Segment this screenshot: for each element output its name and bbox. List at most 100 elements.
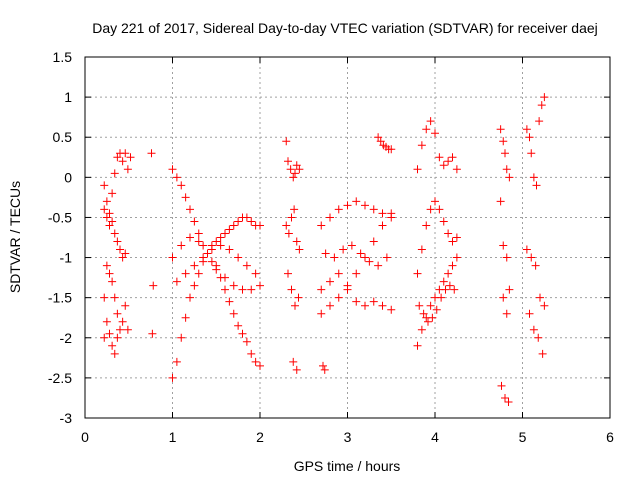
data-point [376, 137, 385, 146]
data-point [522, 125, 531, 134]
data-point [382, 253, 391, 262]
data-point [286, 165, 295, 174]
data-point [216, 241, 225, 250]
data-point [212, 237, 221, 246]
data-point [374, 261, 383, 270]
data-point [118, 157, 127, 166]
data-point [334, 293, 343, 302]
data-point [431, 129, 439, 138]
data-point [529, 173, 538, 182]
data-point [207, 257, 216, 266]
data-point [343, 201, 352, 210]
data-point [229, 281, 238, 290]
data-point [100, 293, 109, 302]
series-cluster-5.1-5.3h [522, 93, 549, 358]
data-point [321, 249, 330, 258]
data-point [437, 293, 446, 302]
data-point [534, 333, 543, 342]
data-point [431, 197, 439, 206]
data-point [234, 321, 243, 330]
data-point [229, 221, 238, 230]
data-point [413, 165, 422, 174]
data-point [121, 149, 130, 158]
data-point [326, 301, 334, 310]
data-point [387, 305, 396, 314]
data-point [502, 309, 511, 318]
y-tick-label: 0.5 [53, 129, 73, 145]
chart-title: Day 221 of 2017, Sidereal Day-to-day VTE… [92, 20, 598, 36]
data-point [105, 221, 114, 230]
data-point [426, 301, 435, 310]
data-point [221, 285, 229, 294]
data-point [428, 313, 437, 322]
data-point [108, 217, 117, 226]
data-point [432, 305, 441, 314]
data-point [540, 93, 549, 102]
data-point [292, 237, 301, 246]
data-point [284, 157, 292, 166]
data-point [172, 173, 181, 182]
data-point [499, 241, 508, 250]
data-point [113, 309, 122, 318]
x-tick-label: 1 [169, 429, 177, 445]
data-point [221, 273, 229, 282]
series-cluster-0.3h-bottom [100, 317, 122, 358]
data-point [181, 193, 190, 202]
series-isolated-2.7h [319, 361, 329, 374]
data-point [118, 317, 127, 326]
series-cluster-2.4h [282, 137, 304, 374]
y-tick-label: -1.5 [48, 290, 72, 306]
x-axis: 0 1 2 3 4 5 6 [81, 57, 614, 445]
data-point [102, 261, 111, 270]
data-point [320, 365, 329, 374]
data-point [105, 269, 114, 278]
data-point [292, 365, 301, 374]
data-point [352, 297, 361, 306]
data-point [186, 205, 194, 214]
data-point [190, 261, 199, 270]
data-point [352, 197, 361, 206]
data-point [361, 301, 369, 310]
y-tick-label: 0 [64, 169, 72, 185]
data-point [225, 225, 234, 234]
data-point [256, 221, 264, 230]
data-point [499, 293, 508, 302]
data-point [334, 205, 343, 214]
series-cluster-3.4h-top [374, 133, 396, 154]
data-point [317, 309, 326, 318]
data-point [190, 281, 199, 290]
data-point [234, 217, 243, 226]
data-point [352, 269, 361, 278]
data-point [501, 149, 509, 158]
data-point [242, 213, 251, 222]
data-point [290, 205, 299, 214]
data-point [149, 281, 158, 290]
data-point [116, 325, 124, 334]
data-point [326, 277, 334, 286]
series-cluster-4.8h [496, 125, 514, 406]
data-point [238, 285, 247, 294]
data-point [102, 197, 111, 206]
data-point [105, 329, 114, 338]
series-cluster-0.3h-mid [100, 205, 130, 262]
data-point [238, 329, 247, 338]
data-point [291, 301, 299, 310]
data-point [374, 133, 383, 142]
data-point [289, 173, 298, 182]
data-point [426, 117, 435, 126]
data-point [387, 209, 396, 218]
data-point [102, 317, 111, 326]
series-cluster-2.7-3.5h-upper [317, 197, 396, 230]
data-point [505, 285, 514, 294]
data-point [496, 197, 505, 206]
data-point [121, 249, 130, 258]
data-point [448, 261, 457, 270]
data-point [287, 285, 296, 294]
data-point [110, 169, 119, 178]
data-points [100, 93, 549, 406]
data-point [105, 209, 114, 218]
data-point [116, 245, 124, 254]
data-point [525, 133, 534, 142]
data-point [529, 325, 538, 334]
